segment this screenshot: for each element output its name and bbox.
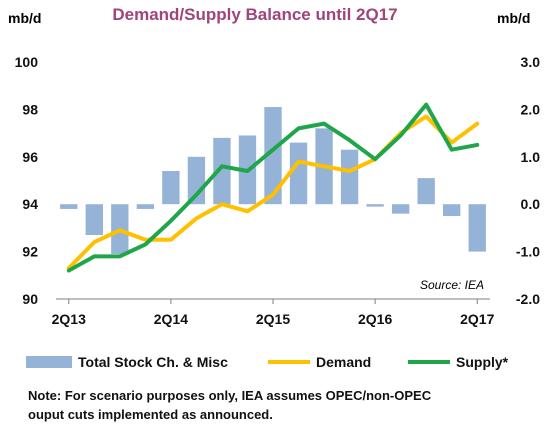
left-tick-label: 90 bbox=[22, 291, 38, 307]
stock-change-bar bbox=[417, 178, 435, 205]
note: Note: For scenario purposes only, IEA as… bbox=[28, 386, 528, 424]
stock-change-bar bbox=[85, 204, 103, 236]
stock-change-bar bbox=[468, 204, 486, 252]
legend-demand-label: Demand bbox=[316, 354, 371, 370]
left-tick-label: 100 bbox=[15, 54, 39, 70]
right-tick-label: 0.0 bbox=[521, 196, 541, 212]
left-tick-label: 94 bbox=[22, 196, 38, 212]
right-tick-label: -1.0 bbox=[516, 244, 540, 260]
chart-title: Demand/Supply Balance until 2Q17 bbox=[112, 5, 397, 24]
right-axis-ticks: -2.0 -1.0 0.0 1.0 2.0 3.0 bbox=[516, 54, 540, 307]
note-line-1: Note: For scenario purposes only, IEA as… bbox=[28, 388, 432, 403]
left-tick-label: 96 bbox=[22, 149, 38, 165]
left-axis-unit: mb/d bbox=[8, 10, 41, 26]
note-line-2: ouput cuts implemented as announced. bbox=[28, 407, 273, 422]
stock-change-bar bbox=[213, 137, 231, 205]
left-tick-label: 92 bbox=[22, 244, 38, 260]
x-tick-label: 2Q16 bbox=[358, 311, 392, 327]
legend: Total Stock Ch. & Misc Demand Supply* bbox=[26, 354, 509, 370]
stock-change-bar bbox=[340, 149, 359, 205]
stock-change-bar bbox=[162, 171, 180, 205]
x-axis-ticks: 2Q13 2Q14 2Q15 2Q16 2Q17 bbox=[52, 299, 495, 327]
supply-line bbox=[66, 102, 480, 273]
legend-supply-label: Supply* bbox=[456, 354, 509, 370]
x-tick-label: 2Q13 bbox=[52, 311, 86, 327]
right-tick-label: 2.0 bbox=[521, 101, 541, 117]
stock-change-bar bbox=[366, 204, 384, 207]
legend-bar-label: Total Stock Ch. & Misc bbox=[78, 354, 228, 370]
stock-change-bar bbox=[443, 204, 461, 217]
source-label: Source: IEA bbox=[420, 278, 484, 292]
x-tick-label: 2Q14 bbox=[154, 311, 188, 327]
stock-change-bar bbox=[136, 204, 155, 209]
right-tick-label: -2.0 bbox=[516, 291, 540, 307]
right-axis-unit: mb/d bbox=[497, 10, 530, 26]
x-tick-label: 2Q17 bbox=[460, 311, 494, 327]
x-tick-label: 2Q15 bbox=[256, 311, 290, 327]
legend-bar-swatch bbox=[26, 356, 72, 368]
series-lines bbox=[66, 102, 480, 273]
stock-change-bar bbox=[391, 204, 410, 214]
left-axis-ticks: 90 92 94 96 98 100 bbox=[15, 54, 39, 307]
stock-change-bars bbox=[60, 107, 486, 254]
right-tick-label: 1.0 bbox=[521, 149, 541, 165]
stock-change-bar bbox=[264, 107, 282, 205]
stock-change-bar bbox=[60, 204, 78, 209]
right-tick-label: 3.0 bbox=[521, 54, 541, 70]
chart: Demand/Supply Balance until 2Q17 mb/d mb… bbox=[8, 5, 540, 370]
left-tick-label: 98 bbox=[22, 101, 38, 117]
stock-change-bar bbox=[289, 142, 308, 205]
